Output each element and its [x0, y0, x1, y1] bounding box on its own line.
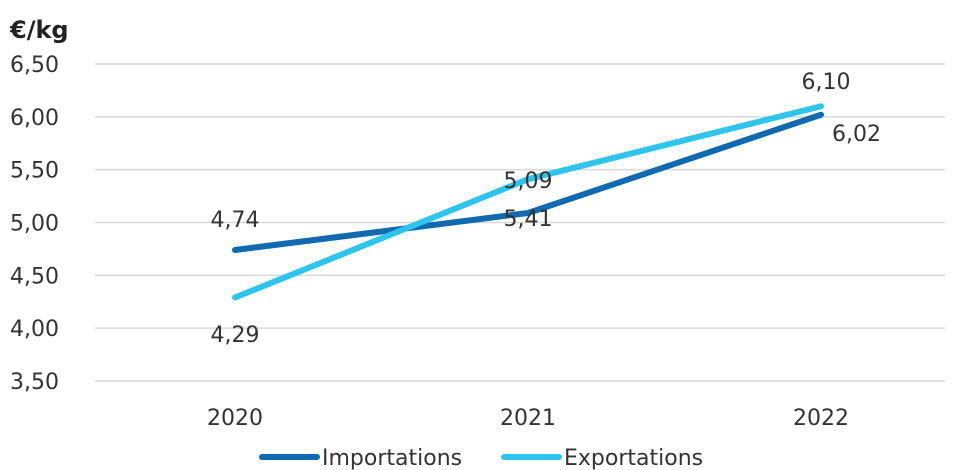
y-unit-label: €/kg [9, 16, 69, 44]
data-label: 5,41 [504, 207, 553, 232]
series-lines [232, 103, 824, 301]
data-label: 4,29 [211, 323, 260, 348]
y-tick-label: 6,00 [10, 106, 59, 131]
x-tick-label: 2022 [793, 406, 849, 431]
y-tick-label: 5,50 [10, 159, 59, 184]
y-tick-label: 4,50 [10, 264, 59, 289]
y-tick-label: 3,50 [10, 370, 59, 395]
x-axis-ticks: 2020 2021 2022 [207, 406, 849, 431]
gridlines [95, 63, 945, 382]
data-label: 6,02 [832, 122, 881, 147]
y-tick-label: 6,50 [10, 53, 59, 78]
data-labels: 4,74 5,41 6,02 4,29 5,09 6,10 [211, 70, 881, 348]
legend-label: Importations [322, 446, 462, 470]
y-tick-label: 4,00 [10, 317, 59, 342]
legend: Importations Exportations [259, 446, 703, 470]
data-label: 6,10 [802, 70, 851, 95]
series-line-importations [232, 111, 824, 253]
y-axis-ticks: 3,50 4,00 4,50 5,00 5,50 6,00 6,50 [10, 53, 59, 395]
x-tick-label: 2020 [207, 406, 263, 431]
legend-label: Exportations [564, 446, 703, 470]
data-label: 5,09 [504, 169, 553, 194]
x-tick-label: 2021 [500, 406, 556, 431]
data-label: 4,74 [211, 208, 260, 233]
series-line-exportations [232, 103, 824, 301]
y-tick-label: 5,00 [10, 212, 59, 237]
